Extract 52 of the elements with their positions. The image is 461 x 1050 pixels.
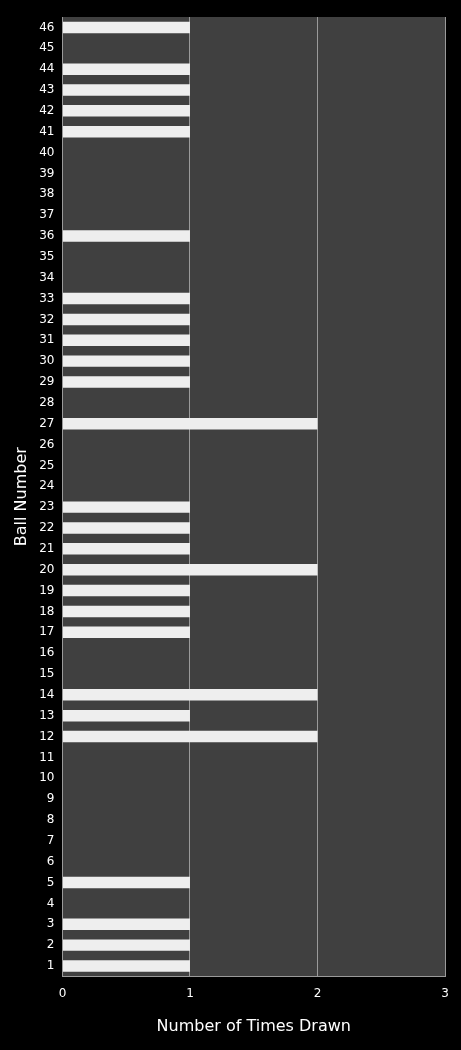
x-axis-title: Number of Times Drawn (156, 1015, 351, 1035)
x-tick-label: 0 (58, 985, 67, 1000)
y-tick-label: 21 (39, 540, 55, 555)
y-tick-label: 39 (39, 165, 55, 180)
y-tick-label: 15 (39, 666, 55, 681)
y-tick-label: 2 (46, 937, 55, 952)
y-tick-label: 42 (39, 102, 55, 117)
y-tick-label: 36 (39, 228, 55, 243)
y-tick-label: 1 (46, 958, 55, 973)
y-tick-label: 8 (46, 812, 55, 827)
y-tick-label: 11 (39, 749, 55, 764)
y-tick-label: 3 (46, 916, 55, 931)
x-tick-label: 1 (186, 985, 194, 1000)
y-tick-label: 7 (46, 832, 55, 847)
y-tick-label: 16 (39, 645, 55, 660)
y-tick-label: 34 (39, 269, 55, 284)
y-tick-label: 4 (46, 895, 55, 910)
y-tick-label: 38 (39, 186, 55, 201)
y-tick-label: 46 (39, 19, 55, 34)
x-tick-label: 2 (313, 985, 322, 1000)
y-tick-label: 37 (39, 207, 55, 222)
x-tick-label: 3 (441, 985, 449, 1000)
y-tick-label: 30 (39, 353, 55, 368)
y-tick-label: 14 (39, 686, 55, 701)
y-tick-label: 12 (39, 728, 55, 743)
y-tick-label: 41 (39, 123, 55, 138)
y-tick-label: 23 (39, 499, 55, 514)
y-tick-label: 9 (46, 791, 55, 806)
y-tick-label: 44 (39, 61, 55, 76)
y-tick-label: 24 (39, 478, 55, 493)
y-tick-label: 22 (39, 520, 55, 535)
y-tick-label: 33 (39, 290, 55, 305)
y-tick-label: 29 (39, 374, 55, 389)
y-tick-label: 19 (39, 582, 55, 597)
y-tick-label: 45 (39, 40, 55, 55)
y-tick-label: 43 (39, 82, 55, 97)
y-tick-label: 20 (39, 561, 55, 576)
y-tick-label: 27 (39, 415, 55, 430)
y-tick-label: 32 (39, 311, 55, 326)
y-tick-label: 6 (46, 853, 55, 868)
y-tick-label: 18 (39, 603, 55, 618)
y-tick-label: 31 (39, 332, 55, 347)
y-tick-label: 35 (39, 248, 55, 263)
y-tick-label: 5 (46, 874, 55, 889)
y-tick-label: 40 (39, 144, 55, 159)
y-tick-label: 25 (39, 457, 55, 472)
y-tick-label: 17 (39, 624, 55, 639)
y-tick-label: 10 (39, 770, 55, 785)
y-tick-label: 28 (39, 394, 55, 409)
y-tick-label: 13 (39, 707, 55, 722)
y-axis-title: Ball Number (10, 446, 30, 547)
y-tick-label: 26 (39, 436, 55, 451)
